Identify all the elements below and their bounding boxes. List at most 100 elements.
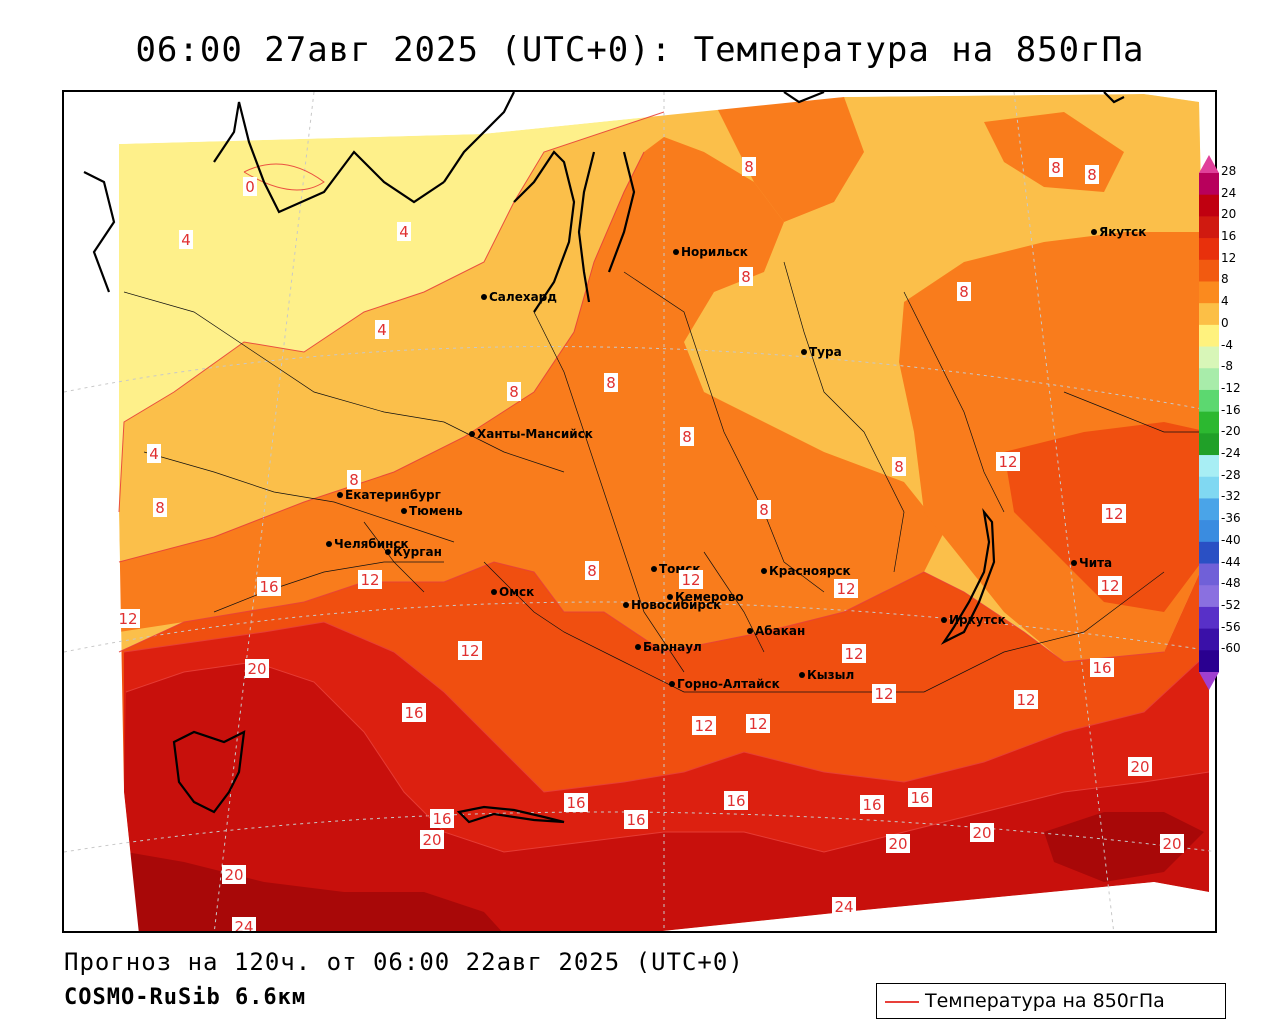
outside-domain-south: [662, 882, 1209, 931]
colorbar-segment: [1199, 303, 1219, 326]
isotherm-label-bg: [692, 716, 716, 735]
isotherm-value-label: 20: [247, 660, 266, 678]
colorbar-tick-label: -36: [1221, 511, 1241, 526]
isotherm-value-label: 16: [726, 792, 745, 810]
city-marker: [635, 644, 641, 650]
city-marker: [385, 549, 391, 555]
isotherm-label-bg: [724, 791, 748, 810]
band-24-28: [124, 852, 502, 931]
city-label: Красноярск: [769, 564, 851, 578]
colorbar-segment: [1199, 498, 1219, 521]
colorbar-segment: [1199, 173, 1219, 196]
isotherm-value-label: 8: [682, 428, 692, 446]
city-marker: [481, 294, 487, 300]
isotherm-label-bg: [860, 795, 884, 814]
isotherm-label-bg: [886, 834, 910, 853]
isotherm-value-label: 8: [587, 562, 597, 580]
city-label: Екатеринбург: [345, 488, 441, 502]
isotherm-label-bg: [222, 865, 246, 884]
isotherm-value-label: 20: [1130, 758, 1149, 776]
isotherm-label-bg: [257, 577, 281, 596]
isotherm-label-bg: [1098, 576, 1122, 595]
isotherm-value-label: 12: [1016, 691, 1035, 709]
colorbar-segment: [1199, 520, 1219, 543]
colorbar-segment: [1199, 238, 1219, 261]
isotherm-label-bg: [996, 452, 1020, 471]
city-label: Якутск: [1099, 225, 1146, 239]
coastline: [83, 92, 1125, 824]
city-marker: [1091, 229, 1097, 235]
city-label: Горно-Алтайск: [677, 677, 780, 691]
isotherm-value-label: 8: [155, 499, 165, 517]
city-marker: [669, 681, 675, 687]
isotherm-value-label: 12: [748, 715, 767, 733]
city-label: Кызыл: [807, 668, 854, 682]
colorbar-tick-label: -16: [1221, 402, 1241, 417]
city-marker: [469, 431, 475, 437]
isotherm-label-bg: [507, 382, 521, 401]
isotherm-value-label: 4: [181, 231, 191, 249]
isotherm-label-bg: [1090, 658, 1114, 677]
colorbar-segment: [1199, 389, 1219, 413]
legend-line-swatch: [885, 1001, 919, 1003]
isotherm-value-label: 12: [874, 685, 893, 703]
colorbar-segment: [1199, 194, 1219, 217]
colorbar-tick-label: 12: [1221, 250, 1237, 265]
isotherm-value-label: 16: [626, 811, 645, 829]
isotherm-label-bg: [892, 457, 906, 476]
isotherm-label-bg: [420, 830, 444, 849]
isotherm-label-bg: [739, 267, 753, 286]
colorbar-tick-label: 8: [1221, 272, 1229, 287]
isotherm-value-label: 12: [1100, 577, 1119, 595]
band-8-12: [119, 137, 944, 652]
colorbar-segment: [1199, 411, 1219, 434]
isotherm-label-bg: [147, 444, 161, 463]
admin-borders: [123, 261, 1209, 693]
isotherm-label-bg: [153, 498, 167, 517]
isotherm-labels: 0 4 4 4 4 8 8 8 8 8 8 8 8 8 8 8 8 8 12 12 12 12 12 12 12 12 12 12 12…: [116, 157, 1184, 933]
isotherm-value-label: 12: [844, 645, 863, 663]
isotherm-value-label: 16: [259, 578, 278, 596]
city-marker: [337, 492, 343, 498]
isotherm-value-label: 12: [1104, 505, 1123, 523]
colorbar-tick-label: -60: [1221, 641, 1241, 656]
isotherm-value-label: 4: [149, 445, 159, 463]
isotherm-value-label: 16: [432, 810, 451, 828]
band-20-24: [124, 662, 1209, 931]
city-label: Челябинск: [334, 537, 409, 551]
colorbar-tick-label: 0: [1221, 315, 1229, 330]
city-label: Чита: [1079, 556, 1112, 570]
isotherm-value-label: 12: [460, 642, 479, 660]
city-label: Ханты-Мансийск: [477, 427, 593, 441]
colorbar-segment: [1199, 216, 1219, 239]
isotherm-value-label: 8: [1051, 159, 1061, 177]
isotherm-value-label: 16: [1092, 659, 1111, 677]
city-marker: [1071, 560, 1077, 566]
isotherm-label-bg: [585, 561, 599, 580]
outside-domain-north: [64, 92, 1215, 144]
city-marker: [491, 589, 497, 595]
colorbar-tick-label: 24: [1221, 185, 1237, 200]
isotherm-label-bg: [970, 823, 994, 842]
isotherm-label-bg: [564, 793, 588, 812]
city-marker: [623, 602, 629, 608]
isotherm-label-bg: [832, 897, 856, 916]
colorbar-tick-label: 16: [1221, 229, 1237, 244]
isotherm-label-bg: [458, 641, 482, 660]
isotherm-value-label: 8: [606, 374, 616, 392]
isotherm-value-label: 16: [862, 796, 881, 814]
isotherm-label-bg: [1085, 165, 1099, 184]
isotherm-value-label: 8: [744, 158, 754, 176]
isotherm-value-label: 12: [681, 571, 700, 589]
colorbar-tick-label: -12: [1221, 380, 1241, 395]
colorbar-segment: [1199, 455, 1219, 478]
isotherm-label-bg: [402, 703, 426, 722]
isotherm-value-label: 24: [234, 918, 253, 933]
colorbar-segment: [1199, 606, 1219, 630]
colorbar-segment: [1199, 585, 1219, 608]
colorbar-tick-label: 4: [1221, 294, 1229, 309]
colorbar-tick-label: -20: [1221, 424, 1241, 439]
city-label: Норильск: [681, 245, 748, 259]
isotherm-value-label: 4: [377, 321, 387, 339]
isotherm-label-bg: [842, 644, 866, 663]
